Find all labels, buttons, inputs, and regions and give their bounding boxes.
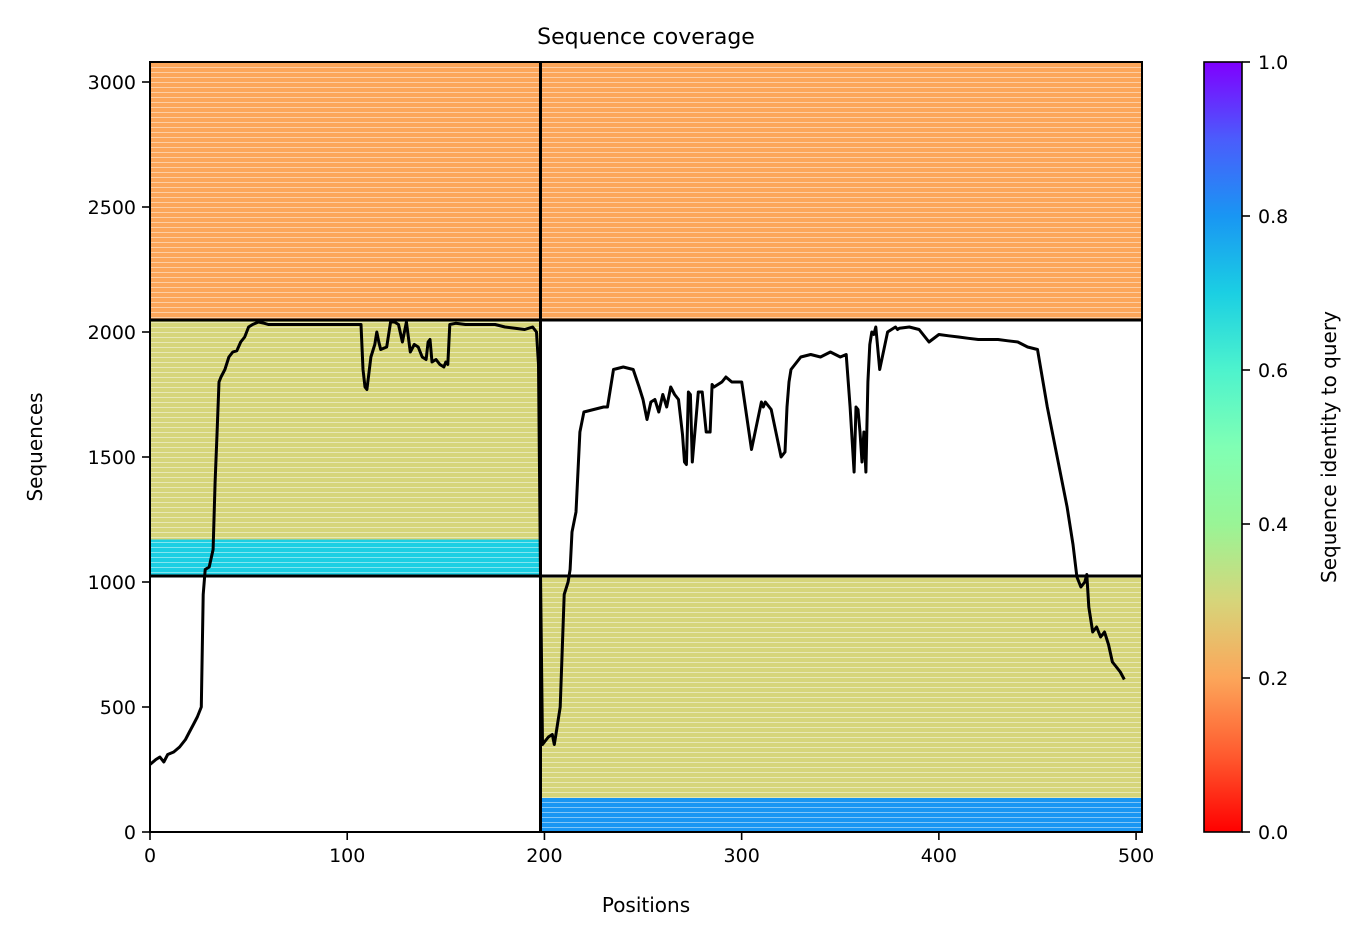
heatmap-block-texture [540,576,1142,832]
y-tick-label: 500 [100,697,136,719]
heatmap-block-texture [150,320,541,576]
y-tick-label: 3000 [88,72,136,94]
colorbar-tick-label: 1.0 [1258,52,1288,74]
y-tick-label: 2500 [88,197,136,219]
chart-title: Sequence coverage [537,25,755,50]
heatmap-block-texture [150,63,541,320]
colorbar-tick-label: 0.8 [1258,206,1288,228]
colorbar-ticks: 0.0 0.2 0.4 0.6 0.8 1.0 [1242,52,1288,844]
y-tick-label: 1000 [88,572,136,594]
y-tick-label: 2000 [88,322,136,344]
heatmap-blocks [150,63,1142,832]
x-axis-label: Positions [602,893,690,917]
x-tick-label: 500 [1118,845,1154,867]
plot-frame [149,61,1143,833]
x-tick-label: 100 [329,845,365,867]
colorbar-label: Sequence identity to query [1317,311,1341,583]
colorbar [1203,61,1243,833]
colorbar-tick-label: 0.2 [1258,668,1288,690]
y-axis-label: Sequences [23,392,47,501]
x-axis: 0 100 200 300 400 500 [144,832,1154,867]
colorbar-tick-label: 0.0 [1258,822,1288,844]
y-axis: 0 500 1000 1500 2000 2500 3000 [88,72,150,844]
coverage-line [150,320,1126,766]
x-tick-label: 200 [526,845,562,867]
x-tick-label: 0 [144,845,156,867]
y-tick-label: 0 [124,822,136,844]
heatmap-block-texture [540,63,1142,320]
x-tick-label: 400 [921,845,957,867]
y-tick-label: 1500 [88,447,136,469]
colorbar-tick-label: 0.4 [1258,514,1288,536]
colorbar-tick-label: 0.6 [1258,360,1288,382]
x-tick-label: 300 [724,845,760,867]
